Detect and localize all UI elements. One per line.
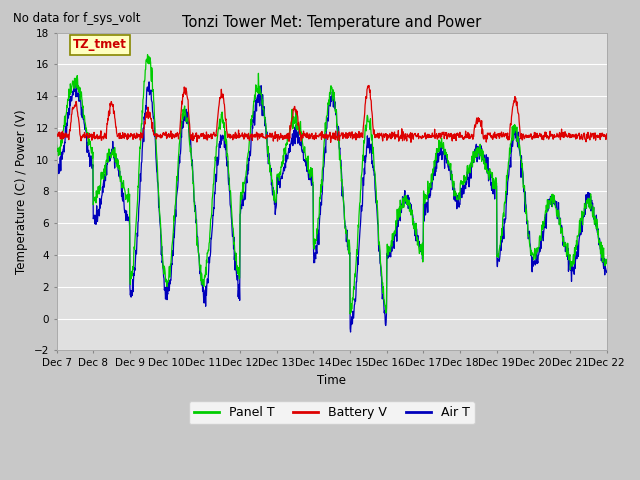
Text: TZ_tmet: TZ_tmet	[73, 38, 127, 51]
Title: Tonzi Tower Met: Temperature and Power: Tonzi Tower Met: Temperature and Power	[182, 15, 481, 30]
Legend: Panel T, Battery V, Air T: Panel T, Battery V, Air T	[189, 401, 475, 424]
X-axis label: Time: Time	[317, 373, 346, 386]
Y-axis label: Temperature (C) / Power (V): Temperature (C) / Power (V)	[15, 109, 28, 274]
Text: No data for f_sys_volt: No data for f_sys_volt	[13, 12, 140, 24]
